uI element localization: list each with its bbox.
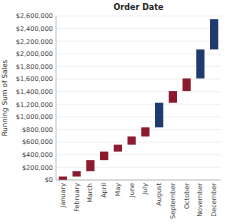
y-tick-label: $2,000,000: [16, 50, 53, 58]
grid-line: [56, 129, 221, 130]
x-tick-label: May: [114, 183, 122, 197]
x-tick-label: April: [100, 183, 108, 198]
chart: $0 $200,000 $400,000 $600,000 $800,000 $1,000…: [0, 0, 225, 224]
grid-line: [56, 116, 221, 117]
x-tick-label: November: [196, 183, 204, 217]
y-tick-label: $600,000: [22, 138, 53, 146]
y-tick-label: $2,200,000: [16, 38, 53, 46]
bars: [59, 19, 219, 180]
x-tick-label: July: [141, 183, 149, 196]
x-tick-label: December: [210, 183, 218, 217]
x-tick-label: October: [183, 183, 191, 209]
y-tick-label: $200,000: [22, 164, 53, 172]
bar: [155, 103, 163, 128]
grid-line: [56, 154, 221, 155]
y-tick-label: $1,200,000: [16, 101, 53, 109]
bar: [210, 19, 218, 49]
y-tick-label: $1,800,000: [16, 63, 53, 71]
grid-line: [56, 79, 221, 80]
x-tick-label: March: [86, 183, 94, 203]
grid-line: [56, 180, 221, 181]
y-axis: [56, 16, 57, 180]
bar: [141, 127, 149, 136]
grid-line: [56, 91, 221, 92]
bar: [59, 177, 67, 180]
x-tick-label: February: [73, 183, 81, 212]
bar: [86, 160, 94, 171]
bar: [196, 49, 204, 78]
grid-line: [56, 16, 221, 17]
grid: [56, 16, 221, 180]
grid-line: [56, 167, 221, 168]
y-tick-label: $1,400,000: [16, 88, 53, 96]
grid-line: [56, 104, 221, 105]
grid-line: [56, 41, 221, 42]
y-tick-label: $2,400,000: [16, 25, 53, 33]
bar: [169, 91, 177, 103]
bar: [73, 171, 81, 176]
grid-line: [56, 28, 221, 29]
y-tick-label: $400,000: [22, 151, 53, 159]
x-tick-label: August: [155, 183, 163, 206]
y-tick-label: $0: [45, 176, 53, 184]
y-tick-label: $1,000,000: [16, 113, 53, 121]
bar: [128, 136, 136, 144]
y-tick-label: $800,000: [22, 126, 53, 134]
x-axis: [56, 180, 221, 181]
bar: [183, 78, 191, 91]
y-tick-label: $2,600,000: [16, 12, 53, 20]
bar: [100, 152, 108, 161]
title: Order Date: [114, 3, 164, 12]
grid-line: [56, 142, 221, 143]
x-tick-label: June: [128, 183, 136, 198]
bar: [114, 145, 122, 152]
x-tick-label: September: [169, 183, 177, 219]
y-tick-label: $1,600,000: [16, 75, 53, 83]
y-axis-label: Running Sum of Sales: [1, 59, 9, 136]
x-tick-label: January: [59, 183, 67, 209]
